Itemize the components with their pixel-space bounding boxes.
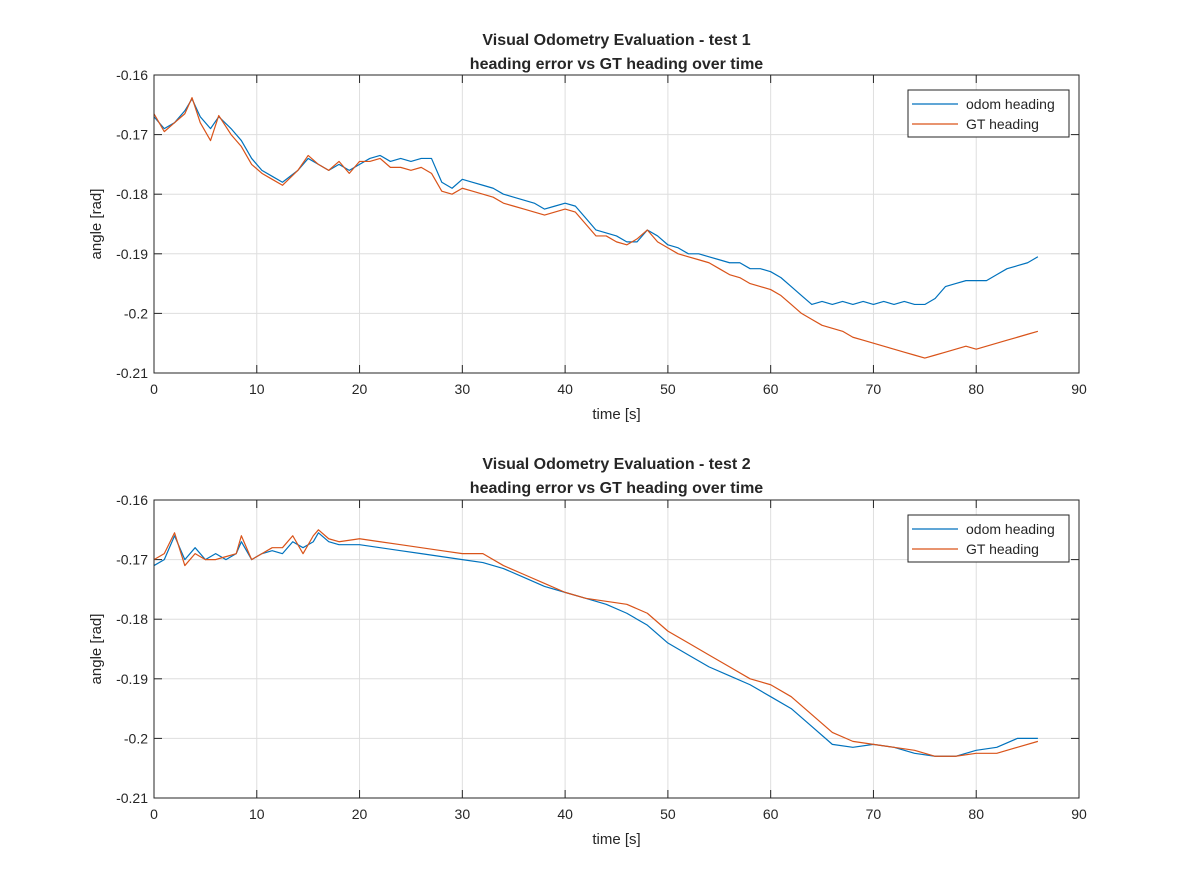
y-tick-label: -0.2 xyxy=(124,730,148,746)
axes-box xyxy=(153,74,1080,374)
legend: odom heading GT heading xyxy=(907,89,1070,138)
y-tick-label: -0.16 xyxy=(116,492,148,508)
series-line-gt-heading xyxy=(153,97,1039,359)
y-tick-label: -0.17 xyxy=(116,127,148,143)
y-tick-label: -0.19 xyxy=(116,246,148,262)
y-tick-label: -0.19 xyxy=(116,671,148,687)
y-axis-label: angle [rad] xyxy=(88,189,105,260)
y-tick-label: -0.2 xyxy=(124,305,148,321)
x-tick-label: 10 xyxy=(249,806,265,822)
legend-label: odom heading xyxy=(966,521,1055,537)
y-tick-label: -0.16 xyxy=(116,67,148,83)
chart-2: 0 10 20 30 40 50 60 70 80 90 -0.16 -0.17 -0.18 -0.19 -… xyxy=(88,456,1087,848)
x-axis-label: time [s] xyxy=(592,831,640,848)
chart-title: Visual Odometry Evaluation - test 1 xyxy=(482,32,750,49)
x-tick-label: 0 xyxy=(150,806,158,822)
series-line-odom-heading xyxy=(153,532,1038,757)
x-tick-label: 10 xyxy=(249,381,265,397)
legend-box xyxy=(907,89,1070,138)
y-tick-label: -0.21 xyxy=(116,365,148,381)
axes-box xyxy=(153,499,1080,799)
x-tick-label: 80 xyxy=(968,806,984,822)
legend: odom heading GT heading xyxy=(907,514,1070,563)
x-tick-label: 60 xyxy=(763,381,779,397)
x-tick-label: 90 xyxy=(1071,381,1087,397)
y-tick-label: -0.18 xyxy=(116,611,148,627)
y-tick-label: -0.18 xyxy=(116,186,148,202)
legend-label: odom heading xyxy=(966,96,1055,112)
legend-label: GT heading xyxy=(966,116,1039,132)
y-tick-label: -0.17 xyxy=(116,552,148,568)
x-tick-label: 0 xyxy=(150,381,158,397)
chart-title: Visual Odometry Evaluation - test 2 xyxy=(482,456,750,473)
x-tick-label: 20 xyxy=(352,381,368,397)
x-tick-label: 80 xyxy=(968,381,984,397)
x-tick-label: 50 xyxy=(660,806,676,822)
x-tick-label: 30 xyxy=(455,381,471,397)
x-tick-label: 60 xyxy=(763,806,779,822)
x-tick-label: 50 xyxy=(660,381,676,397)
y-tick-label: -0.21 xyxy=(116,790,148,806)
x-tick-label: 40 xyxy=(557,806,573,822)
x-tick-label: 70 xyxy=(866,806,882,822)
x-tick-label: 70 xyxy=(866,381,882,397)
y-axis-label: angle [rad] xyxy=(88,614,105,685)
x-tick-label: 30 xyxy=(455,806,471,822)
x-tick-label: 20 xyxy=(352,806,368,822)
chart-subtitle: heading error vs GT heading over time xyxy=(470,480,764,497)
legend-label: GT heading xyxy=(966,541,1039,557)
x-axis-label: time [s] xyxy=(592,406,640,423)
legend-box xyxy=(907,514,1070,563)
x-tick-label: 40 xyxy=(557,381,573,397)
x-tick-label: 90 xyxy=(1071,806,1087,822)
series-line-gt-heading xyxy=(153,529,1039,757)
chart-1: 0 10 20 30 40 50 60 70 80 90 -0.16 -0.17 -0.18 -0.19 -… xyxy=(88,32,1087,423)
chart-subtitle: heading error vs GT heading over time xyxy=(470,56,764,73)
